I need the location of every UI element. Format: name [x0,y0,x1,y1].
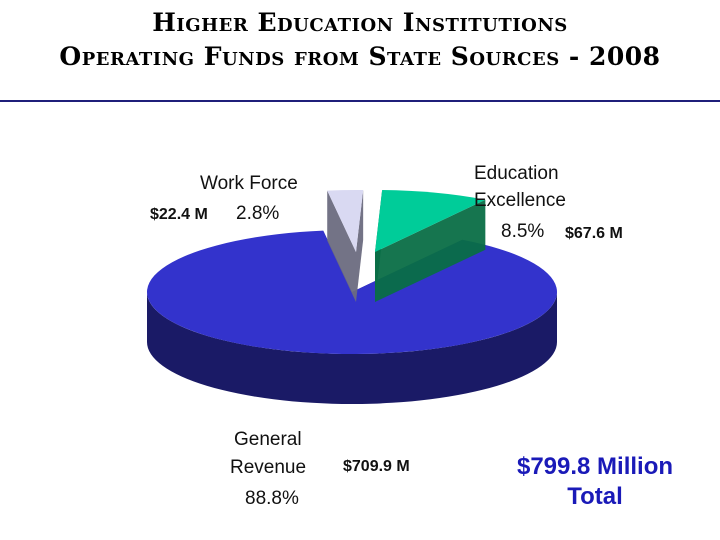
general-revenue-label-line1: General [234,429,302,450]
work-force-percent: 2.8% [236,203,280,224]
education-excellence-amount: $67.6 M [565,225,623,242]
work-force-wall-0 [327,190,356,302]
chart-subtitle: Operating Funds from State Sources - 200… [59,42,661,71]
work-force-label: Work Force [200,173,298,194]
work-force-amount: $22.4 M [150,206,208,223]
total-label: Total [567,483,623,510]
education-excellence-slice [375,190,486,252]
education-excellence-percent: 8.5% [501,221,545,242]
general-revenue-amount: $709.9 M [343,458,410,475]
general-revenue-percent: 88.8% [245,488,299,509]
work-force-wall-1 [356,190,364,302]
education-excellence-wall-1 [375,199,486,302]
title-divider [0,100,720,102]
work-force-slice [327,189,364,252]
general-revenue-side [147,292,557,404]
total-amount: $799.8 Million [516,453,674,480]
education-excellence-label-line2: Excellence [474,190,566,211]
education-excellence-label-line1: Education [474,163,559,184]
general-revenue-label-line2: Revenue [230,457,307,478]
chart-title: Higher Education Institutions [152,8,568,37]
total-funds: $799.8 Million Total [470,452,720,512]
